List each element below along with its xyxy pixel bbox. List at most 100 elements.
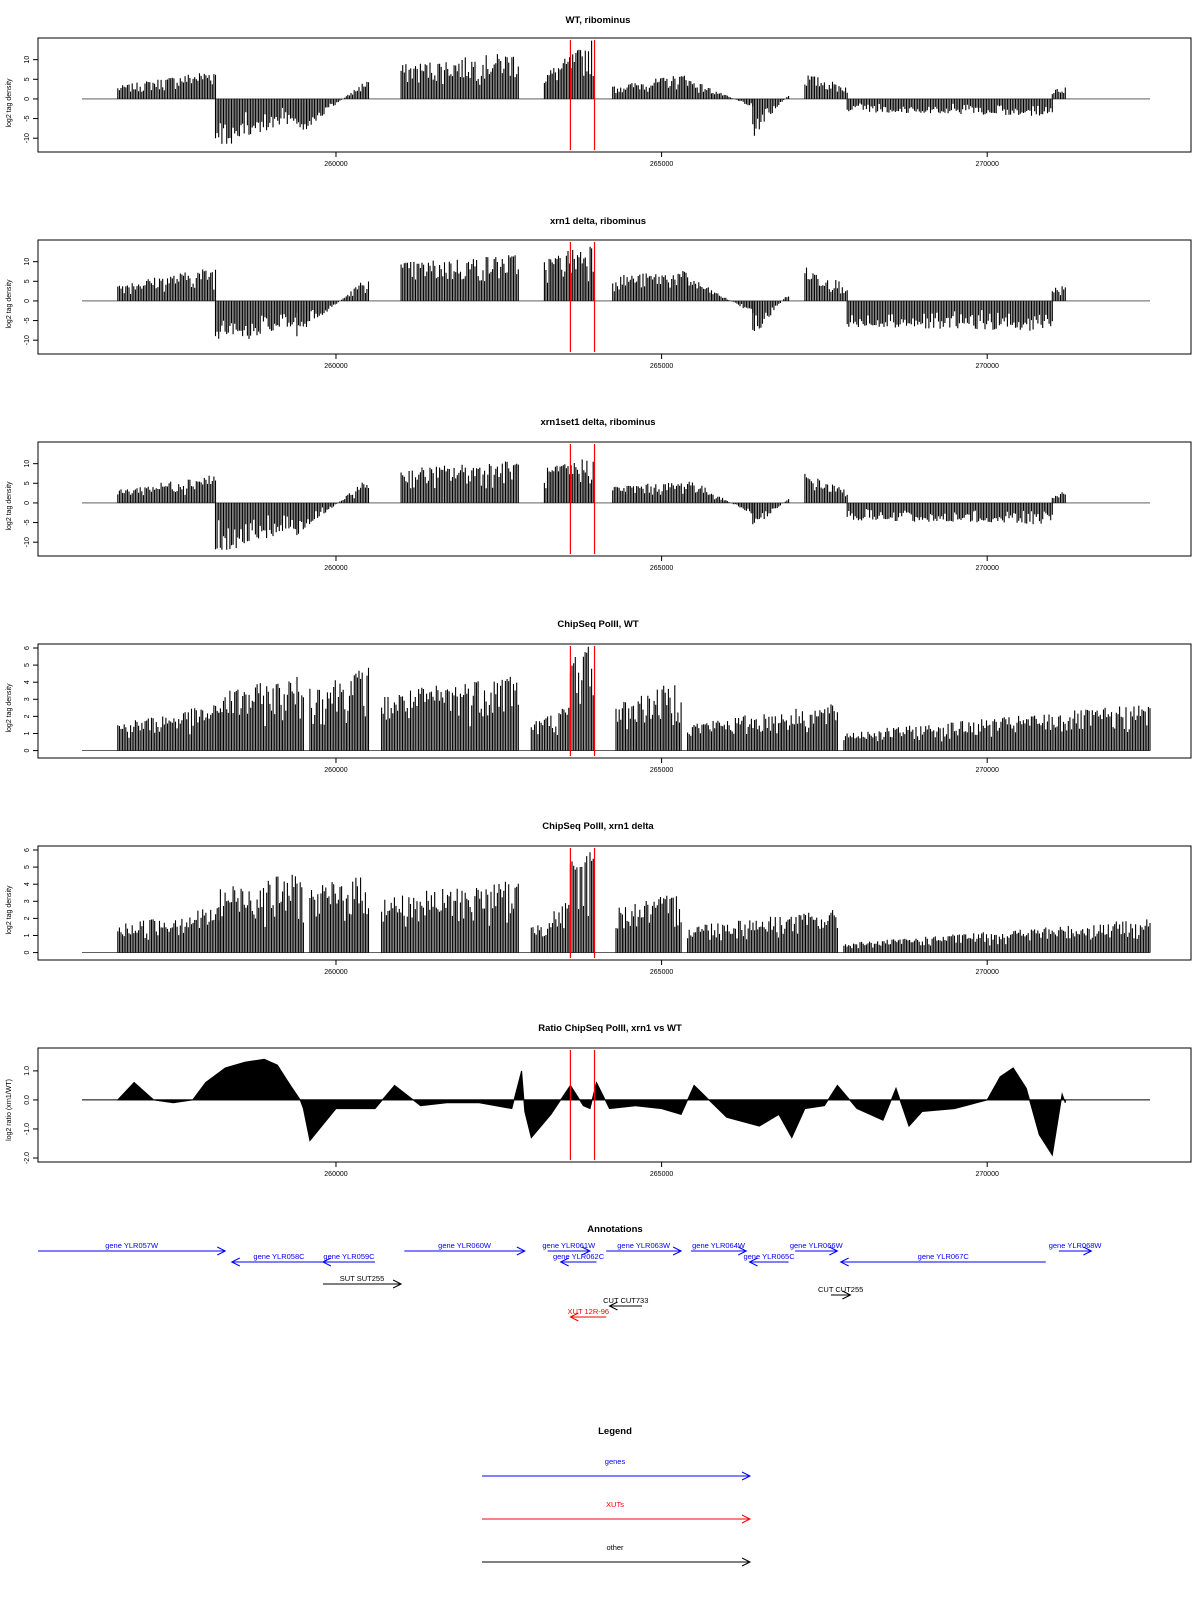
- plot-frame-ratio: [37, 1047, 1192, 1163]
- signal-bars-segment: [543, 459, 594, 503]
- signal-bars-segment: [296, 81, 370, 130]
- signal-bars-segment: [612, 75, 689, 99]
- x-tick-label: 270000: [976, 565, 999, 572]
- x-tick-label: 265000: [650, 363, 673, 370]
- signal-bars-segment: [569, 852, 594, 953]
- plot-frame-xrn1-ribominus: [37, 239, 1192, 355]
- y-tick-label: 0: [24, 749, 31, 753]
- signal-bars-segment: [309, 877, 370, 953]
- signal-bars-segment: [687, 80, 754, 107]
- panel-ratio: Ratio ChipSeq PolII, xrn1 vs WT log2 rat…: [6, 1023, 1192, 1178]
- legend-arrowhead: [741, 1471, 752, 1481]
- signal-bars-segment: [214, 300, 298, 339]
- y-axis-label-chipseq-xrn1: log2 tag density: [6, 885, 13, 935]
- panel-xrn1set1-ribominus: xrn1set1 delta, ribominus log2 tag densi…: [6, 417, 1192, 572]
- signal-bars-segment: [687, 281, 754, 314]
- signal-bars-segment: [381, 881, 519, 953]
- y-tick-label: 4: [24, 680, 31, 684]
- signal-bars-segment: [117, 475, 217, 503]
- annotation-arrowhead: [842, 1290, 852, 1300]
- signal-bars-segment: [615, 895, 682, 953]
- annotation-arrowhead: [516, 1246, 526, 1256]
- annotation-label: gene YLR064W: [692, 1241, 746, 1250]
- y-tick-label: 5: [24, 865, 31, 869]
- y-tick-label: 1: [24, 933, 31, 937]
- panel-xrn1-ribominus: xrn1 delta, ribominus log2 tag density 1…: [6, 216, 1192, 370]
- signal-bars-segment: [530, 903, 571, 953]
- y-tick-label: 0.0: [24, 1095, 31, 1105]
- x-tick-label: 260000: [324, 565, 347, 572]
- y-axis-label-chipseq-wt: log2 tag density: [6, 683, 13, 733]
- signal-bars-segment: [615, 685, 682, 751]
- annotation-label: gene YLR067C: [918, 1252, 970, 1261]
- panel-title-chipseq-wt: ChipSeq PolII, WT: [557, 619, 638, 630]
- signal-bars-segment: [752, 296, 790, 331]
- annotation-arrowhead: [1083, 1246, 1093, 1256]
- y-tick-label: 3: [24, 697, 31, 701]
- annotations-track: Annotations gene YLR057W gene YLR058C gene…: [38, 1224, 1102, 1322]
- signal-bars-segment: [687, 481, 754, 514]
- signal-bars-segment: [804, 267, 848, 301]
- annotation-arrowhead: [738, 1246, 748, 1256]
- legend-label: genes: [605, 1457, 626, 1466]
- signal-bars-segment: [752, 499, 790, 525]
- annotation-label: gene YLR061W: [542, 1241, 596, 1250]
- y-tick-label: 4: [24, 882, 31, 886]
- signal-bars-segment: [612, 483, 689, 503]
- x-tick-label: 265000: [650, 1171, 673, 1178]
- panel-chipseq-xrn1: ChipSeq PolII, xrn1 delta log2 tag densi…: [6, 821, 1192, 976]
- signal-bars-segment: [1051, 286, 1066, 301]
- annotation-label: CUT CUT733: [603, 1296, 648, 1305]
- y-tick-label: 1: [24, 731, 31, 735]
- signal-bars-segment: [400, 54, 519, 99]
- signal-bars-segment: [117, 269, 217, 301]
- annotation-label: gene YLR057W: [105, 1241, 159, 1250]
- y-axis-label-xrn1set1-ribominus: log2 tag density: [6, 481, 13, 531]
- annotation-label: gene YLR059C: [323, 1252, 375, 1261]
- y-tick-label: 0: [24, 97, 31, 101]
- signal-bars-segment: [400, 255, 519, 301]
- x-tick-label: 265000: [650, 161, 673, 168]
- signal-bars-segment: [296, 281, 370, 337]
- signal-bars-segment: [530, 707, 571, 751]
- signal-bars-segment: [1051, 492, 1066, 503]
- y-axis-label-ratio: log2 ratio (xrn1/WT): [6, 1079, 13, 1141]
- y-tick-label: 5: [24, 663, 31, 667]
- x-tick-label: 260000: [324, 969, 347, 976]
- y-tick-label: 2: [24, 916, 31, 920]
- signal-bars-segment: [400, 461, 519, 503]
- signal-bars-segment: [214, 98, 298, 144]
- x-tick-label: 270000: [976, 969, 999, 976]
- legend-arrowhead: [741, 1514, 752, 1524]
- annotation-label: gene YLR066W: [790, 1241, 844, 1250]
- annotation-arrowhead: [569, 1312, 579, 1322]
- signal-bars-segment: [843, 919, 1151, 953]
- annotation-label: XUT 12R-96: [568, 1307, 610, 1316]
- annotation-arrowhead: [392, 1279, 403, 1289]
- x-tick-label: 270000: [976, 363, 999, 370]
- signal-bars-segment: [846, 300, 1053, 331]
- signal-bars-segment: [1051, 87, 1066, 99]
- y-tick-label: 10: [24, 258, 31, 266]
- legend-title: Legend: [598, 1426, 632, 1437]
- y-tick-label: 6: [24, 646, 31, 650]
- annotation-arrowhead: [559, 1257, 569, 1267]
- signal-bars-segment: [687, 704, 838, 751]
- x-tick-label: 260000: [324, 161, 347, 168]
- signal-bars-segment: [752, 96, 790, 136]
- y-axis-label-xrn1-ribominus: log2 tag density: [6, 279, 13, 329]
- annotation-arrowhead: [839, 1257, 849, 1267]
- annotation-label: gene YLR062C: [553, 1252, 605, 1261]
- annotation-label: gene YLR063W: [617, 1241, 671, 1250]
- signal-bars-segment: [381, 676, 519, 751]
- panel-title-ratio: Ratio ChipSeq PolII, xrn1 vs WT: [538, 1023, 682, 1034]
- signal-bars-segment: [843, 705, 1151, 751]
- signal-bars-segment: [569, 646, 594, 751]
- annotation-arrowhead: [829, 1246, 839, 1256]
- annotation-label: CUT CUT255: [818, 1285, 863, 1294]
- y-tick-label: -10: [24, 335, 31, 345]
- y-tick-label: -5: [24, 519, 31, 525]
- signal-bars-segment: [846, 502, 1053, 525]
- x-tick-label: 270000: [976, 1171, 999, 1178]
